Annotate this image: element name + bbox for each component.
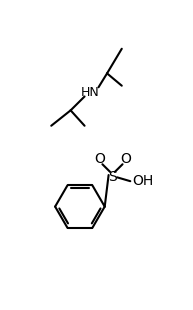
Text: O: O [120,152,131,166]
Text: S: S [108,170,117,184]
Text: O: O [94,152,105,166]
Text: HN: HN [81,86,99,99]
Text: OH: OH [133,174,154,188]
